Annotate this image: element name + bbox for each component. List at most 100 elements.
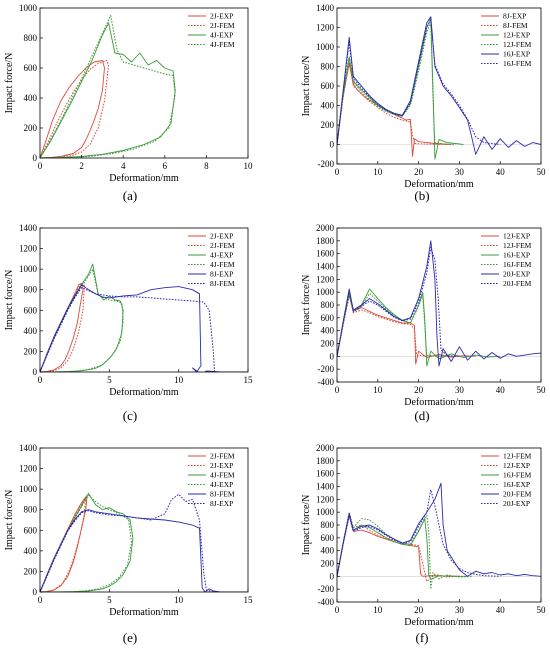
x-tick-label: 2: [79, 161, 84, 171]
y-tick-label: -400: [318, 597, 335, 607]
series-group: [40, 492, 248, 592]
y-tick-label: 1800: [316, 236, 335, 246]
y-tick-label: 1200: [19, 244, 38, 254]
y-tick-label: -200: [318, 584, 335, 594]
x-tick-label: 8: [204, 161, 209, 171]
series-line-12J-FEM: [337, 295, 452, 357]
legend-label-8J-FEM: 8J-FEM: [503, 21, 528, 30]
series-line-4J-EXP: [40, 22, 176, 158]
y-tick-label: 800: [24, 285, 38, 295]
legend-label-4J-FEM: 4J-FEM: [210, 40, 235, 49]
y-tick-label: 600: [24, 63, 38, 73]
chart-panel-2: 0 10 20 30 40 50-2000200400600800100012001400…: [301, 3, 546, 203]
x-tick-label: 0: [335, 167, 340, 177]
y-tick-label: 1400: [316, 262, 335, 272]
plot-frame: [39, 7, 249, 159]
y-tick-label: 200: [24, 123, 38, 133]
series-line-2J-EXP: [40, 60, 105, 158]
series-line-12J-EXP: [337, 511, 460, 582]
y-tick-label: 0: [33, 367, 38, 377]
y-tick-label: 2000: [316, 223, 335, 233]
y-tick-label: 600: [24, 305, 38, 315]
y-tick-label: 800: [321, 300, 335, 310]
y-tick-label: 1400: [19, 223, 38, 233]
x-tick-label: 5: [107, 595, 112, 605]
legend-label-12J-FEM: 12J-FEM: [503, 452, 532, 461]
plot-frame: [39, 227, 249, 373]
y-tick-label: 800: [24, 33, 38, 43]
y-tick-label: 1200: [19, 464, 38, 474]
legend-label-4J-FEM: 4J-FEM: [210, 260, 235, 269]
x-axis-label: Deformation/mm: [404, 397, 474, 408]
y-tick-label: 1600: [316, 469, 335, 479]
y-tick-label: 1400: [316, 3, 335, 13]
y-tick-label: 400: [321, 546, 335, 556]
series-group: [40, 15, 176, 158]
legend-label-2J-EXP: 2J-EXP: [210, 12, 233, 21]
panel-label: (a): [123, 188, 137, 203]
x-tick-label: 10: [373, 385, 383, 395]
x-tick-label: 50: [537, 385, 547, 395]
x-tick-label: 30: [455, 385, 465, 395]
series-line-2J-FEM: [40, 282, 85, 372]
series-line-20J-EXP: [337, 489, 501, 577]
series-line-16J-EXP: [337, 16, 541, 155]
x-axis-label: Deformation/mm: [109, 173, 179, 184]
panel-label: (f): [416, 630, 429, 645]
legend-label-8J-EXP: 8J-EXP: [210, 270, 233, 279]
series-line-16J-FEM: [337, 514, 468, 580]
y-axis-label: Impact force/N: [4, 53, 15, 114]
legend-label-12J-EXP: 12J-EXP: [503, 31, 530, 40]
legend: 12J-FEM12J-EXP16J-FEM16J-EXP20J-FEM20J-E…: [481, 452, 532, 508]
legend-label-2J-FEM: 2J-FEM: [210, 21, 235, 30]
y-tick-label: 600: [321, 533, 335, 543]
y-tick-label: -200: [318, 364, 335, 374]
series-line-2J-EXP: [40, 283, 84, 372]
legend-label-2J-FEM: 2J-FEM: [210, 241, 235, 250]
y-tick-label: 1200: [316, 274, 335, 284]
y-tick-label: 1200: [316, 23, 335, 33]
x-tick-label: 15: [244, 375, 254, 385]
legend-label-16J-EXP: 16J-EXP: [503, 480, 530, 489]
chart-panel-1: 0 2 4 6 8 10 0 200 400 600 800 1000 Deformation/mm Im…: [4, 3, 253, 203]
y-tick-label: 400: [24, 326, 38, 336]
legend-label-16J-FEM: 16J-FEM: [503, 471, 532, 480]
x-axis-label: Deformation/mm: [404, 617, 474, 628]
series-line-12J-FEM: [337, 22, 456, 145]
x-tick-label: 40: [496, 605, 506, 615]
y-tick-label: 1000: [316, 507, 335, 517]
legend-label-20J-EXP: 20J-EXP: [503, 270, 530, 279]
x-tick-label: 4: [121, 161, 126, 171]
series-line-8J-FEM: [337, 60, 448, 145]
series-line-12J-EXP: [337, 292, 476, 365]
legend-label-12J-FEM: 12J-FEM: [503, 40, 532, 49]
y-tick-label: 1600: [316, 249, 335, 259]
x-axis-label: Deformation/mm: [109, 607, 179, 618]
x-tick-label: 20: [414, 167, 424, 177]
legend-label-8J-FEM: 8J-FEM: [210, 490, 235, 499]
x-tick-label: 15: [244, 595, 254, 605]
x-tick-label: 10: [174, 595, 184, 605]
y-tick-label: 200: [321, 339, 335, 349]
y-tick-label: 0: [330, 351, 335, 361]
legend-label-20J-FEM: 20J-FEM: [503, 279, 532, 288]
x-tick-label: 10: [373, 605, 383, 615]
legend-label-16J-EXP: 16J-EXP: [503, 251, 530, 260]
series-group: [337, 482, 541, 590]
x-tick-label: 40: [496, 385, 506, 395]
y-axis-label: Impact force/N: [301, 56, 312, 117]
x-tick-label: 10: [244, 161, 254, 171]
x-tick-label: 0: [38, 595, 43, 605]
x-tick-label: 5: [107, 375, 112, 385]
series-line-20J-FEM: [337, 482, 541, 577]
y-tick-label: 200: [321, 120, 335, 130]
legend-label-8J-EXP: 8J-EXP: [210, 499, 233, 508]
chart-panel-3: 0 5 10 15 0 200 400 600 800 1000 1200 1400 Deformati…: [4, 223, 253, 423]
series-line-16J-EXP: [337, 511, 472, 590]
legend-label-12J-FEM: 12J-FEM: [503, 241, 532, 250]
series-line-20J-FEM: [337, 246, 460, 357]
y-tick-label: 400: [24, 93, 38, 103]
legend-label-16J-FEM: 16J-FEM: [503, 59, 532, 68]
